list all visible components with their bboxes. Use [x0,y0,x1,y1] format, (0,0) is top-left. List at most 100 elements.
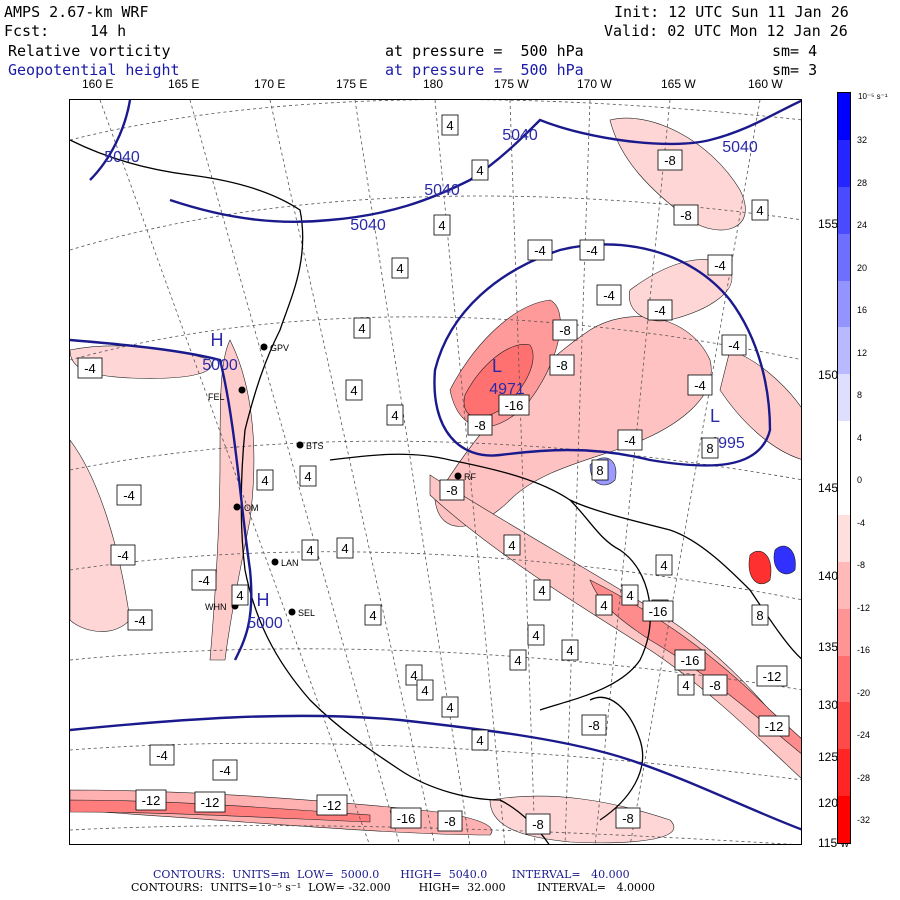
low-center-label: L [492,356,502,376]
lat-label: 115 W [818,836,849,850]
lon-label: 165 W [661,77,696,91]
vorticity-label-box [595,594,613,616]
height-contours [70,100,801,831]
vorticity-label-box [116,484,142,506]
field1-smoothing: sm= 4 [772,42,818,60]
forecast-hour: 14 h [90,22,127,40]
vorticity-label: 4 [410,668,417,683]
vorticity-label: 4 [438,218,445,233]
vorticity-label: -8 [622,811,634,826]
lon-label: 160 E [82,77,114,91]
vorticity-label: 4 [626,588,633,603]
vorticity-label: 4 [756,203,763,218]
vorticity-label: 8 [756,608,763,623]
field2-level: at pressure = 500 hPa [385,61,584,79]
field2-name: Geopotential height [8,61,180,79]
footer-vorticity-contours: CONTOURS: UNITS=10⁻⁵ s⁻¹ LOW= -32.000 HI… [131,881,655,894]
vorticity-label: 4 [446,700,453,715]
colorbar-label: 28 [857,177,868,188]
low-center-label: L [710,406,720,426]
station-label: SEL [298,608,315,618]
lon-label: 170 W [577,77,612,91]
colorbar-swatch [838,655,850,703]
station-label: OM [244,503,259,513]
map-canvas: 5040 5040 5040 5040 5040 5000 5000 4971 … [70,100,801,844]
height-label: 5000 [202,357,238,374]
colorbar-swatch [838,514,850,562]
vorticity-label-box [77,357,103,379]
vorticity-label-box [527,624,545,646]
vorticity-label-box [390,807,422,829]
vorticity-label-box [345,379,363,401]
vorticity-label-box [707,254,733,276]
vorticity-label: -4 [694,378,706,393]
vorticity-label-box [721,334,747,356]
colorbar-label: 4 [857,432,863,443]
station-label: BTS [306,441,324,451]
vorticity-label-box [503,534,521,556]
vorticity-label-box [674,649,706,671]
vorticity-label-box [110,544,136,566]
vorticity-label: -4 [219,763,231,778]
vorticity-label: 4 [566,643,573,658]
vorticity-label-box [471,159,489,181]
colorbar-label: -20 [857,687,871,698]
vorticity-label: -12 [765,719,784,734]
vorticity-label-box [127,609,153,631]
vorticity-label-box [525,813,551,835]
footer-height-contours: CONTOURS: UNITS=m LOW= 5000.0 HIGH= 5040… [153,868,630,881]
vorticity-label-box [498,394,530,416]
height-label: 5040 [502,127,538,144]
vorticity-label: 4 [304,469,311,484]
vorticity-label-box [467,414,493,436]
vorticity-label-box [701,437,719,459]
colorbar-label: 0 [857,475,863,485]
colorbar-swatch [838,608,850,656]
vorticity-label: -16 [397,811,416,826]
vorticity-label: 4 [421,683,428,698]
vorticity-label: 8 [706,441,713,456]
lon-label: 175 E [336,77,368,91]
colorbar-swatch [838,139,850,187]
vorticity-label: -4 [586,243,598,258]
vorticity-label-box [552,319,578,341]
vorticity-label: -8 [588,718,600,733]
colorbar-label: 20 [857,262,868,273]
vorticity-label: -8 [474,418,486,433]
vorticity-label-box [471,729,489,751]
colorbar-unit: 10⁻⁵ s⁻¹ [858,92,888,101]
vorticity-label-box [212,759,238,781]
vorticity-label: -8 [709,678,721,693]
vorticity-label: -4 [654,303,666,318]
colorbar-label: -32 [857,815,871,825]
vorticity-label: -16 [505,398,524,413]
vorticity-label: -4 [134,613,146,628]
vorticity-label: -4 [84,361,96,376]
vorticity-label: -4 [728,338,740,353]
station-label: WHN [205,602,227,612]
model-title: AMPS 2.67-km WRF [4,3,149,21]
vorticity-label: -12 [201,795,220,810]
colorbar-label: -16 [857,645,871,655]
station-label: FEL [208,392,225,402]
vorticity-label: 4 [391,408,398,423]
vorticity-label-box [758,715,790,737]
colorbar-swatch [838,280,850,328]
vorticity-label: -8 [532,817,544,832]
vorticity-label: -4 [123,488,135,503]
vorticity-label-box [527,239,553,261]
height-label: 4971 [489,381,525,398]
colorbar-swatch [838,327,850,375]
valid-time: Valid: 02 UTC Mon 12 Jan 26 [604,22,848,40]
vorticity-label: 4 [538,583,545,598]
vorticity-label-box [509,649,527,671]
station-label: RF [464,472,476,482]
colorbar-label: -28 [857,772,871,783]
colorbar-swatch [838,93,850,140]
vorticity-label-box [391,257,409,279]
colorbar-swatch [838,702,850,750]
vorticity-label-box [191,569,217,591]
vorticity-label-box [386,404,404,426]
colorbar-swatch [838,233,850,281]
vorticity-label: -8 [664,153,676,168]
